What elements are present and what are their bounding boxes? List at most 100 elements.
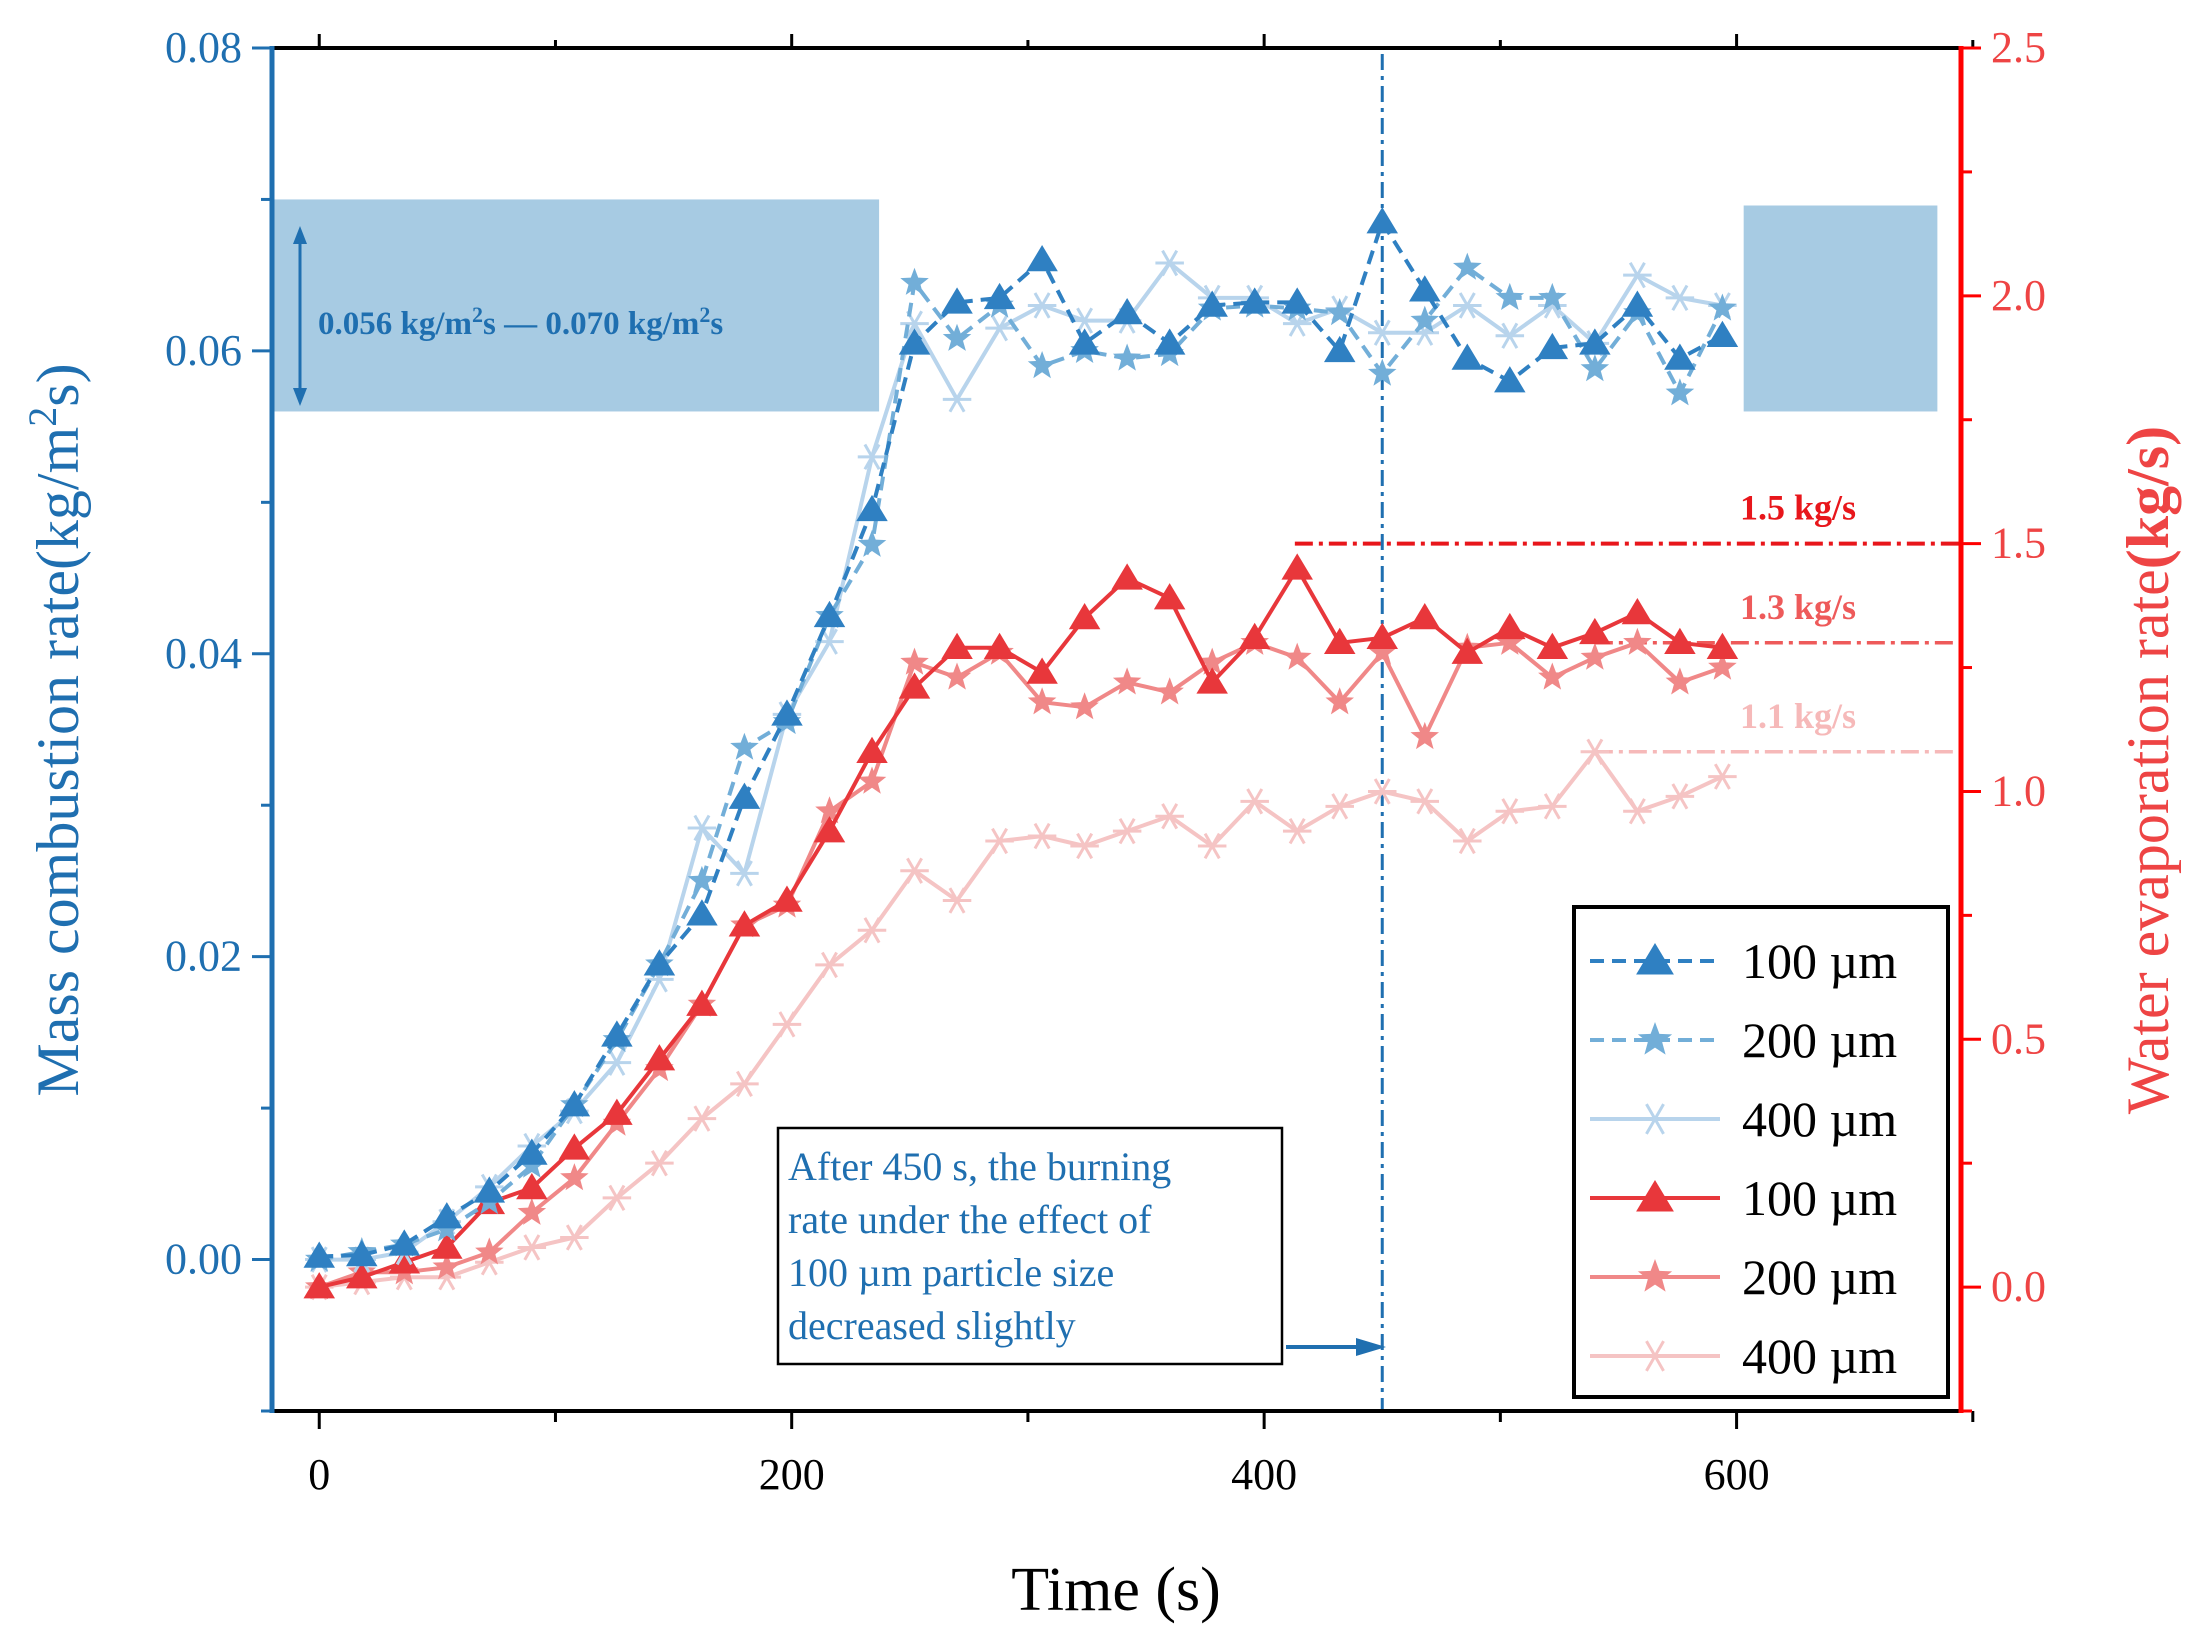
band-arrow-head-up (293, 226, 307, 244)
data-point (643, 949, 676, 976)
data-point (1451, 637, 1484, 664)
legend-item: 100 µm (1590, 1170, 1897, 1226)
legend-label: 200 µm (1742, 1012, 1897, 1068)
plot-frame (269, 46, 1964, 1413)
data-point (1623, 798, 1652, 825)
data-point (1112, 343, 1142, 371)
data-point (1112, 817, 1142, 845)
data-point (1708, 293, 1737, 321)
data-point (602, 1184, 632, 1212)
data-point (1494, 612, 1526, 640)
series-line (319, 261, 1723, 1262)
data-point (728, 910, 761, 937)
series-6 (304, 738, 1737, 1301)
data-point (1410, 305, 1439, 333)
data-point (431, 1232, 463, 1259)
data-point (1027, 292, 1057, 319)
data-point (1623, 627, 1652, 655)
data-point (985, 827, 1014, 855)
band-arrow-head-down (293, 388, 307, 406)
data-point (1665, 284, 1695, 312)
series-line (318, 566, 1723, 1290)
data-point (473, 1176, 506, 1203)
data-point (1706, 320, 1739, 347)
y-right-tick-label: 1.0 (1991, 766, 2046, 815)
data-point (1495, 627, 1525, 655)
data-point (1068, 328, 1101, 355)
data-point (1621, 598, 1654, 625)
legend-marker (1637, 1022, 1673, 1055)
data-point (1665, 378, 1695, 406)
data-point (1664, 343, 1696, 370)
legend-label: 400 µm (1742, 1091, 1897, 1147)
data-point (516, 1138, 548, 1165)
data-point (1706, 632, 1739, 659)
data-point (1281, 287, 1313, 314)
data-point (558, 1133, 591, 1160)
data-point (1323, 627, 1356, 655)
data-point (303, 1241, 335, 1268)
data-point (516, 1172, 548, 1200)
data-point (517, 1234, 547, 1261)
x-tick-label: 200 (759, 1450, 825, 1499)
reference-line-label: 1.5 kg/s (1740, 488, 1856, 528)
data-point (558, 1090, 591, 1117)
data-point (645, 1150, 674, 1177)
data-point (985, 315, 1014, 342)
data-point (1495, 322, 1525, 349)
data-point (303, 1272, 335, 1299)
y-right-tick-label: 0.5 (1991, 1014, 2046, 1063)
data-point (602, 1049, 632, 1076)
band-rect (1743, 205, 1938, 412)
data-point (1238, 622, 1271, 650)
data-point (686, 989, 718, 1016)
data-point (815, 951, 844, 979)
data-point (942, 323, 972, 351)
data-point (857, 917, 887, 944)
data-point (1325, 793, 1354, 820)
reference-lines: 1.5 kg/s 1.3 kg/s 1.1 kg/s (1294, 488, 1959, 754)
series-line (318, 265, 1725, 1262)
data-point (1409, 602, 1441, 630)
x-axis-label: Time (s) (1011, 1556, 1221, 1624)
data-point (730, 732, 759, 760)
data-point (1579, 617, 1611, 645)
annotation-line-3: 100 µm particle size (788, 1250, 1114, 1295)
data-point (388, 1247, 421, 1274)
data-point (1453, 292, 1482, 319)
series-group (303, 207, 1739, 1301)
data-point (560, 1163, 589, 1191)
data-point (432, 1252, 462, 1280)
annotation-box (776, 1126, 1284, 1366)
data-point (1580, 642, 1610, 670)
band-rect (272, 199, 880, 412)
data-point (941, 632, 973, 659)
data-point (1112, 667, 1142, 695)
data-point (1538, 662, 1567, 690)
data-point (898, 672, 931, 699)
data-point (1538, 282, 1567, 310)
data-point (771, 885, 803, 912)
series-line (318, 749, 1724, 1290)
data-point (1368, 637, 1397, 665)
data-point (1410, 788, 1440, 815)
data-point (1068, 602, 1101, 630)
y-right-tick-label: 2.0 (1991, 271, 2046, 320)
value-band (272, 199, 1938, 412)
data-point (1708, 763, 1737, 790)
data-point (1325, 298, 1354, 326)
data-point (728, 782, 761, 809)
data-point (346, 1240, 378, 1267)
data-point (1197, 647, 1227, 675)
data-point (1111, 298, 1143, 325)
legend: 100 µm 200 µm 400 µm 100 µm 200 µm 400 µm (1572, 905, 1950, 1399)
data-point (857, 443, 887, 471)
data-point (1536, 332, 1569, 360)
data-point (813, 600, 846, 628)
legend-label: 100 µm (1742, 1170, 1897, 1226)
data-point (1580, 354, 1610, 382)
data-point (1070, 832, 1099, 860)
y-left-tick-label: 0.00 (165, 1235, 242, 1284)
data-point (1027, 822, 1057, 850)
legend-box (1572, 905, 1950, 1399)
